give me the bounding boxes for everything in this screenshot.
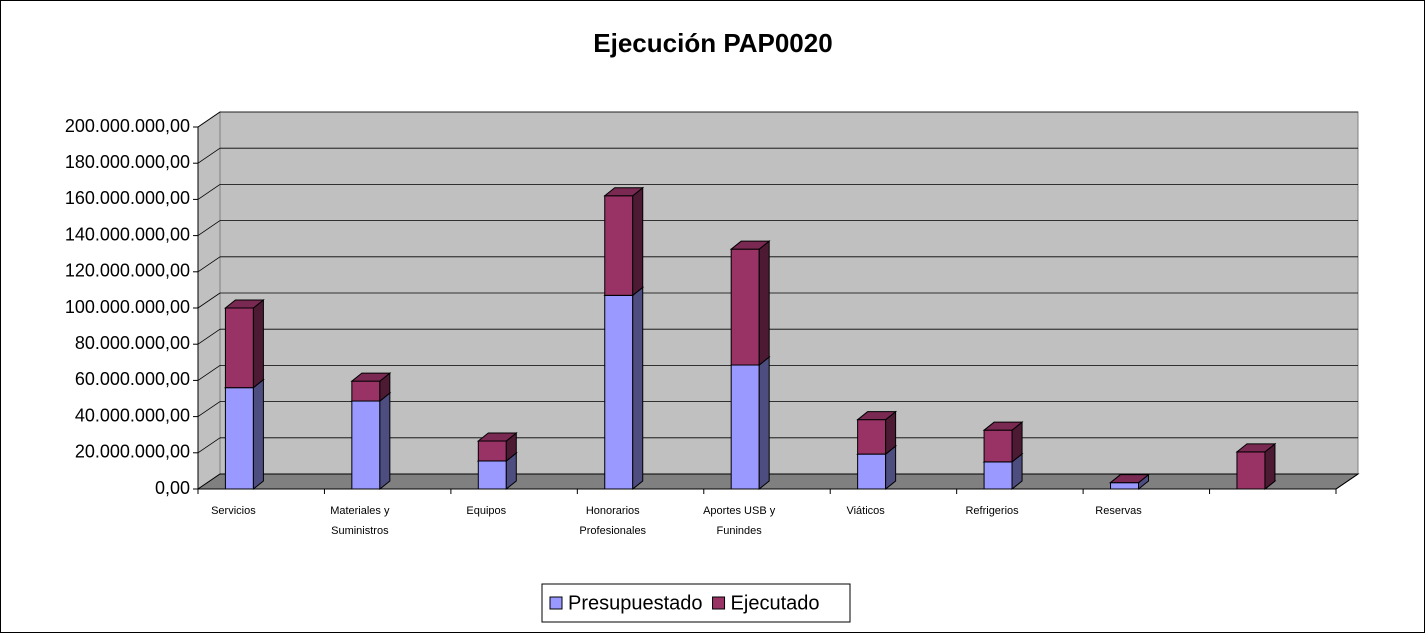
x-tick-label: Equipos: [466, 505, 507, 517]
bar-side: [758, 355, 770, 491]
bar-side: [632, 286, 644, 491]
y-tick-label: 100.000.000,00: [65, 297, 190, 317]
bar-side: [632, 186, 644, 297]
bar-segment: [857, 453, 887, 490]
bar-top: [603, 187, 645, 197]
grid-line: [197, 184, 221, 200]
x-tick-label: Reservas: [1095, 505, 1142, 517]
y-tick-label: 80.000.000,00: [75, 333, 190, 353]
grid-line: [197, 292, 221, 309]
x-tick-label: Viáticos: [846, 505, 885, 517]
chart-title: Ejecución PAP0020: [593, 28, 832, 58]
y-tick-label: 120.000.000,00: [65, 261, 190, 281]
y-tick-label: 0,00: [155, 478, 190, 498]
bar-side: [379, 391, 391, 491]
bar-segment: [983, 429, 1013, 463]
y-tick-label: 140.000.000,00: [65, 224, 190, 244]
grid-line: [197, 437, 221, 454]
bar-side: [758, 240, 770, 367]
bar-segment: [224, 307, 254, 389]
bar-segment: [224, 387, 254, 490]
bar-segment: [1110, 482, 1140, 490]
x-tick-label: Materiales y Suministros: [330, 505, 390, 537]
bar-top: [350, 372, 392, 382]
bar-side: [252, 298, 264, 389]
bar-top: [729, 240, 771, 250]
bar-segment: [730, 364, 760, 490]
bar-top: [476, 432, 518, 442]
bar-segment: [477, 440, 507, 462]
y-tick-label: 60.000.000,00: [75, 369, 190, 389]
bar-top: [1109, 474, 1150, 484]
x-tick-label: Refrigerios: [965, 505, 1019, 517]
legend-box: [541, 583, 851, 623]
bar-segment: [857, 419, 887, 455]
bar-top: [982, 421, 1024, 431]
legend-label: Ejecutado: [731, 592, 820, 614]
grid-line: [197, 220, 221, 236]
legend-swatch: [712, 596, 726, 610]
y-tick-label: 200.000.000,00: [65, 116, 190, 136]
bar-side: [252, 378, 264, 491]
bar-segment: [604, 195, 634, 296]
grid-line: [197, 328, 221, 345]
bar-top: [856, 411, 898, 421]
y-tick-label: 160.000.000,00: [65, 188, 190, 208]
legend-label: Presupuestado: [568, 592, 703, 614]
grid-line: [197, 401, 221, 417]
grid-line: [197, 147, 221, 164]
grid-line: [197, 365, 221, 381]
y-tick-label: 40.000.000,00: [75, 405, 190, 425]
bar-segment: [1236, 451, 1266, 490]
y-tick-label: 180.000.000,00: [65, 152, 190, 172]
bar-top: [223, 299, 265, 309]
bar-segment: [477, 460, 507, 490]
bar-segment: [983, 461, 1013, 490]
grid-line: [197, 256, 221, 273]
grid-line: [197, 111, 221, 128]
x-tick-label: Servicios: [211, 505, 256, 517]
bar-segment: [604, 294, 634, 490]
x-axis-end: [1335, 473, 1359, 490]
bar-top: [1235, 443, 1277, 453]
bar-segment: [351, 400, 381, 490]
legend-swatch: [549, 596, 563, 610]
y-tick-label: 20.000.000,00: [75, 442, 190, 462]
bar-segment: [730, 248, 760, 366]
bar-segment: [351, 380, 381, 402]
x-tick-label: Honorarios Profesionales: [579, 505, 647, 537]
x-tick-label: Aportes USB y Funindes: [703, 505, 776, 537]
